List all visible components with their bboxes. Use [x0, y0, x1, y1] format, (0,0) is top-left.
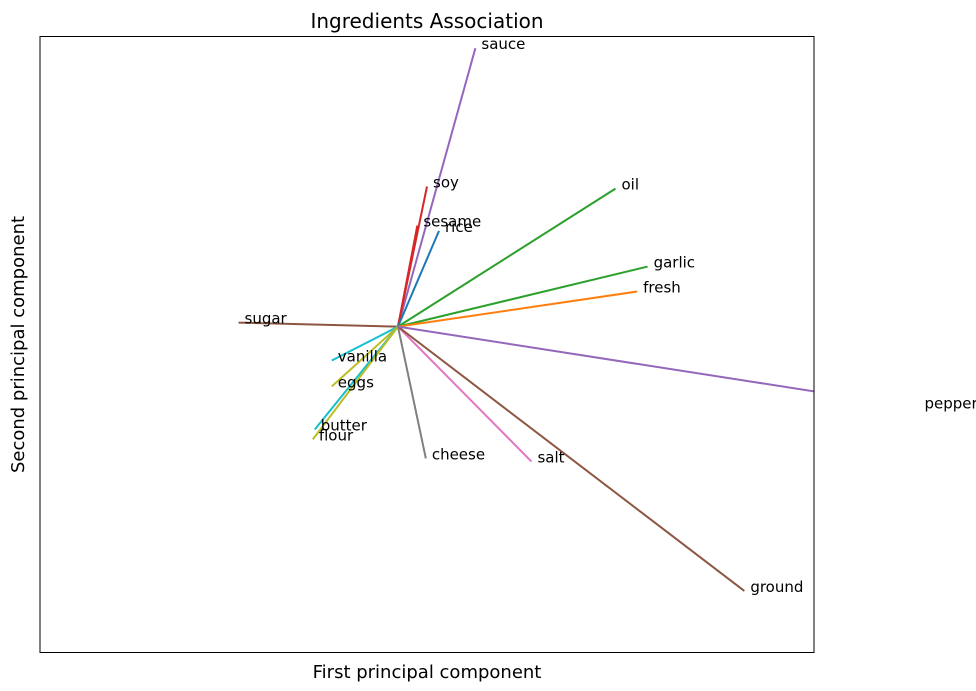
- word-label-butter: butter: [321, 417, 368, 435]
- word-label-fresh: fresh: [643, 279, 681, 297]
- word-label-rice: rice: [445, 218, 473, 236]
- loading-line-salt: [397, 325, 533, 463]
- word-label-flour: flour: [319, 426, 354, 444]
- loading-line-sesame: [396, 225, 419, 327]
- loading-line-oil: [397, 187, 617, 328]
- loading-lines: [238, 47, 814, 592]
- word-label-ground: ground: [750, 578, 803, 596]
- word-label-soy: soy: [433, 173, 459, 191]
- loading-line-flour: [312, 326, 399, 440]
- loading-line-eggs: [331, 325, 399, 388]
- loading-line-sauce: [397, 47, 477, 327]
- word-label-eggs: eggs: [338, 373, 374, 391]
- loading-line-fresh: [397, 290, 638, 328]
- word-label-sauce: sauce: [481, 35, 525, 53]
- loading-line-cheese: [396, 326, 427, 459]
- loading-line-vanilla: [331, 325, 399, 362]
- word-label-sesame: sesame: [423, 213, 481, 231]
- chart-title: Ingredients Association: [310, 9, 543, 33]
- word-label-vanilla: vanilla: [338, 348, 387, 366]
- word-label-oil: oil: [621, 176, 639, 194]
- plot-frame: [39, 36, 815, 653]
- loading-line-sugar: [238, 321, 399, 328]
- word-label-sugar: sugar: [245, 310, 288, 328]
- loading-line-garlic: [397, 265, 648, 328]
- y-axis-label: Second principal component: [8, 216, 29, 473]
- word-label-pepper: pepper: [924, 395, 976, 413]
- word-label-garlic: garlic: [654, 254, 695, 272]
- loading-line-ground: [397, 325, 745, 592]
- loading-line-rice: [397, 230, 440, 328]
- word-label-cheese: cheese: [432, 445, 485, 463]
- x-axis-label: First principal component: [313, 662, 542, 683]
- loading-line-pepper: [397, 325, 814, 393]
- word-label-salt: salt: [537, 449, 564, 467]
